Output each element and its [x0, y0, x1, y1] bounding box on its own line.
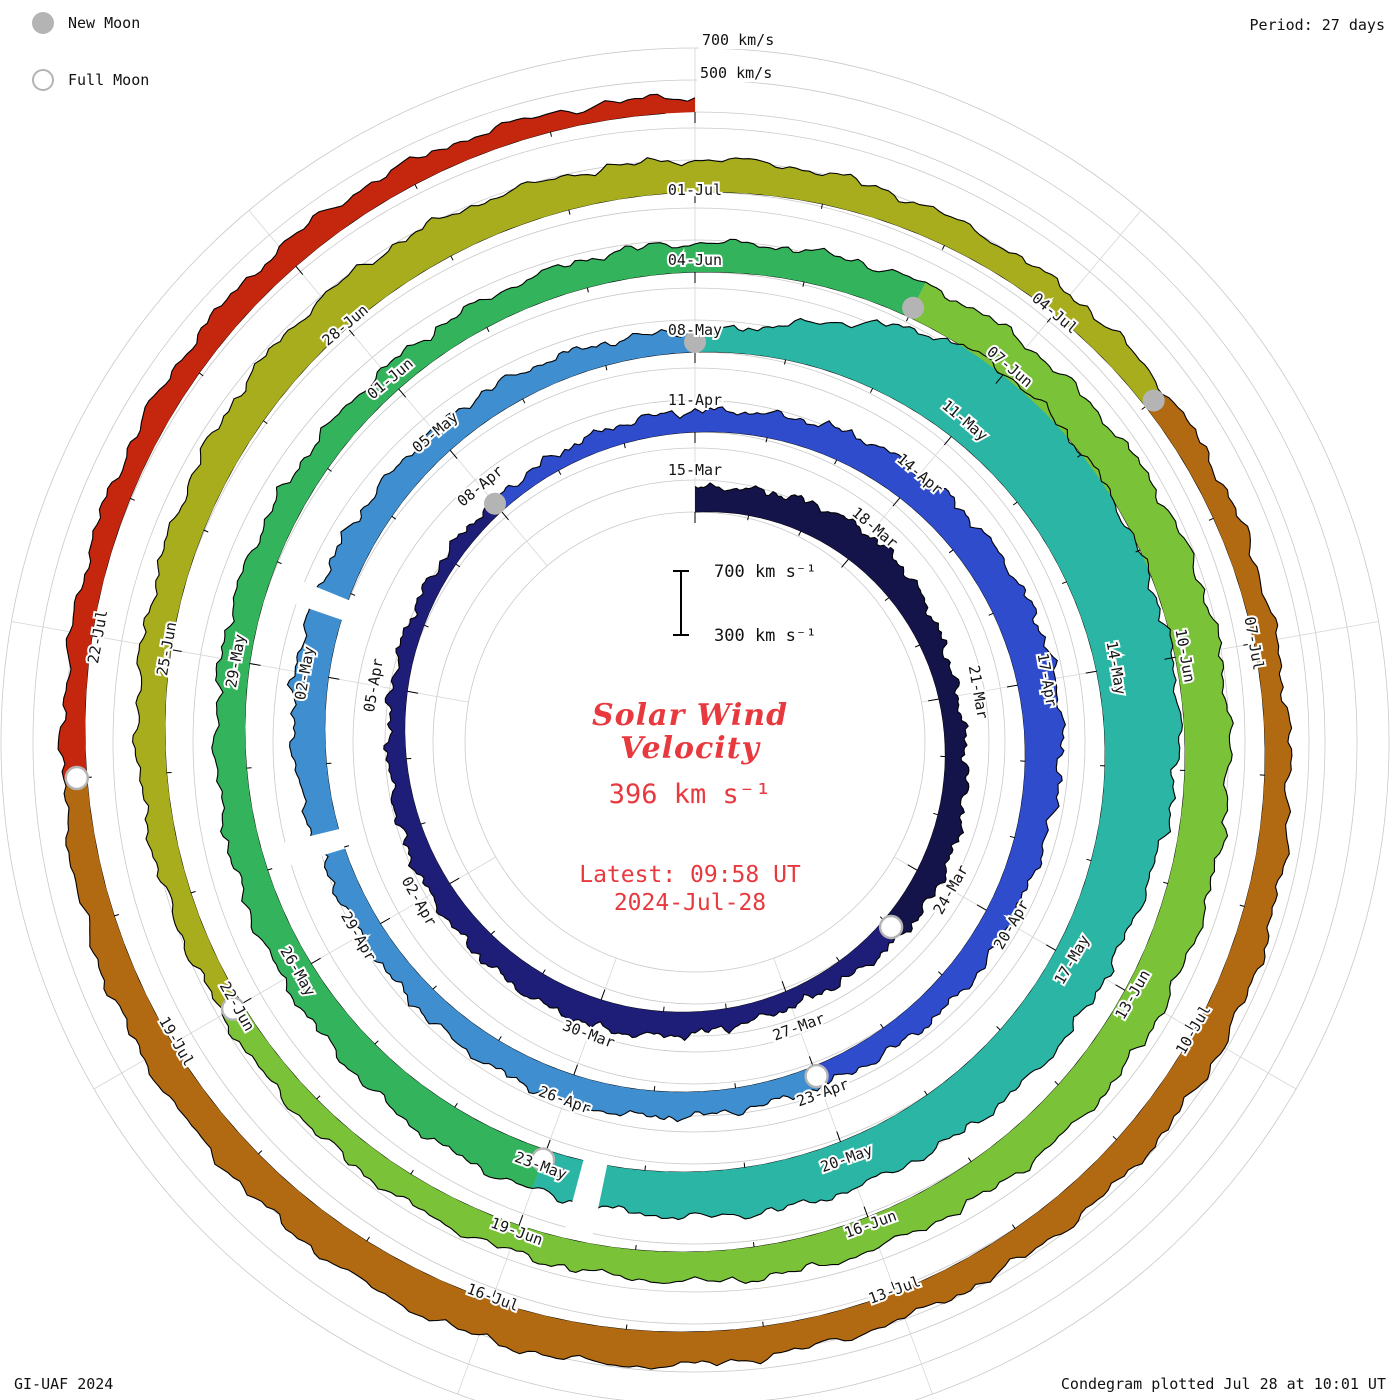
scalebar-bottom-label: 300 km s⁻¹: [714, 626, 817, 646]
svg-text:04-Jun: 04-Jun: [668, 251, 722, 269]
scalebar-top-cap: [673, 570, 689, 572]
scalebar-top-label: 700 km s⁻¹: [714, 562, 817, 582]
svg-text:08-May: 08-May: [668, 321, 722, 339]
new-moon-label: New Moon: [68, 14, 141, 32]
full-moon-icon: [32, 69, 54, 91]
svg-text:27-Mar: 27-Mar: [770, 1009, 827, 1044]
ring-label-500: 500 km/s: [697, 64, 776, 82]
latest-timestamp: Latest: 09:58 UT 2024-Jul-28: [450, 862, 930, 917]
new-moon-icon: [32, 12, 54, 34]
velocity-scalebar: [673, 570, 689, 636]
legend-new-moon: New Moon: [32, 11, 140, 35]
full-moon-label: Full Moon: [68, 71, 150, 89]
legend-full-moon: Full Moon: [32, 68, 149, 92]
chart-title: Solar Wind Velocity: [450, 699, 930, 765]
latest-date-line: 2024-Jul-28: [613, 889, 767, 916]
credit-label: GI-UAF 2024: [14, 1375, 114, 1393]
svg-text:05-Apr: 05-Apr: [360, 657, 387, 713]
chart-title-line1: Solar Wind: [591, 698, 789, 733]
chart-title-line2: Velocity: [620, 731, 760, 766]
plot-timestamp-label: Condegram plotted Jul 28 at 10:01 UT: [1060, 1375, 1386, 1393]
scalebar-line: [680, 572, 682, 634]
scalebar-bottom-cap: [673, 634, 689, 636]
svg-text:01-Jul: 01-Jul: [668, 181, 722, 199]
current-velocity-value: 396 km s⁻¹: [608, 779, 772, 810]
svg-text:21-Mar: 21-Mar: [965, 664, 992, 720]
ring-label-700: 700 km/s: [699, 31, 778, 49]
latest-time-line: Latest: 09:58 UT: [579, 862, 801, 888]
period-label: Period: 27 days: [1249, 16, 1385, 34]
svg-text:11-Apr: 11-Apr: [668, 391, 722, 409]
svg-text:15-Mar: 15-Mar: [668, 461, 722, 479]
